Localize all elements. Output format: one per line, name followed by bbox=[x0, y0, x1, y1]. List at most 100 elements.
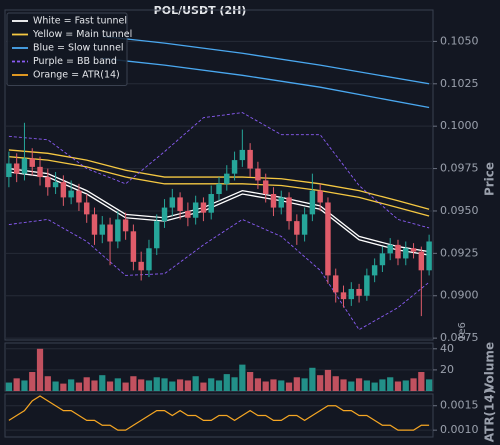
candle-body bbox=[247, 149, 253, 169]
candle-body bbox=[91, 214, 98, 235]
volume-bar bbox=[130, 376, 137, 391]
candle-body bbox=[255, 168, 261, 181]
volume-bar bbox=[371, 382, 378, 391]
candle-body bbox=[99, 224, 105, 235]
volume-bar bbox=[348, 381, 355, 391]
volume-bar bbox=[270, 379, 277, 391]
y-tick-label: 0.1025 bbox=[440, 77, 479, 90]
volume-bar bbox=[161, 378, 168, 391]
candle-body bbox=[426, 241, 432, 271]
legend-label: Purple = BB band bbox=[33, 56, 117, 67]
volume-bar bbox=[239, 364, 246, 391]
y-tick-label: 0.0975 bbox=[440, 162, 479, 175]
candle-body bbox=[154, 221, 160, 249]
candle-body bbox=[262, 180, 269, 195]
legend-label: Blue = Slow tunnel bbox=[33, 43, 124, 54]
candle-body bbox=[52, 182, 59, 188]
volume-bar bbox=[208, 378, 215, 391]
volume-bar bbox=[176, 379, 184, 391]
candle-body bbox=[239, 149, 246, 161]
volume-bar bbox=[5, 382, 13, 391]
volume-bar bbox=[75, 382, 83, 391]
volume-bar bbox=[262, 381, 269, 391]
y-tick-label: 0.0875 bbox=[440, 331, 479, 344]
volume-bar bbox=[192, 376, 199, 391]
volume-bar bbox=[52, 381, 59, 391]
volume-bar bbox=[293, 377, 300, 391]
volume-bar bbox=[247, 372, 254, 391]
panel-frame bbox=[4, 393, 434, 438]
volume-bar bbox=[106, 381, 114, 391]
legend-label: Yellow = Main tunnel bbox=[32, 29, 132, 40]
panel-frame bbox=[4, 9, 434, 341]
candle-body bbox=[216, 183, 222, 195]
candle-body bbox=[317, 190, 323, 203]
volume-bar bbox=[114, 378, 121, 391]
y-tick-label: 40 bbox=[440, 342, 454, 355]
volume-bar bbox=[44, 376, 51, 391]
volume-bar bbox=[340, 379, 347, 391]
candle-body bbox=[130, 231, 137, 262]
volume-bar bbox=[309, 367, 316, 391]
overlay-line bbox=[102, 57, 430, 109]
y-tick-label: 0.0900 bbox=[440, 289, 479, 302]
candle-body bbox=[418, 251, 425, 271]
candle-body bbox=[37, 166, 43, 178]
candle-body bbox=[348, 288, 355, 300]
candle-body bbox=[410, 248, 417, 252]
volume-bar bbox=[278, 380, 285, 391]
overlay-line bbox=[8, 112, 430, 229]
candle-body bbox=[122, 219, 129, 232]
volume-bar bbox=[410, 378, 417, 391]
volume-bar bbox=[99, 375, 106, 391]
candle-body bbox=[13, 163, 20, 174]
y-tick-label: 20 bbox=[440, 363, 454, 376]
volume-bar bbox=[387, 377, 394, 391]
candle-body bbox=[301, 214, 308, 235]
volume-bar bbox=[285, 382, 293, 391]
candle-body bbox=[379, 253, 386, 266]
y-tick-label: 0.0010 bbox=[440, 423, 479, 436]
candle-body bbox=[45, 177, 51, 188]
volume-bar bbox=[169, 381, 176, 391]
volume-bar bbox=[153, 377, 160, 391]
overlay-line bbox=[8, 149, 430, 210]
candle-body bbox=[68, 190, 74, 198]
volume-bar bbox=[21, 380, 28, 391]
overlay-line bbox=[8, 218, 430, 331]
candle-body bbox=[340, 292, 347, 300]
candle-body bbox=[294, 221, 300, 235]
candle-body bbox=[115, 219, 121, 242]
volume-bar bbox=[254, 378, 262, 391]
overlay-line bbox=[8, 156, 430, 217]
candle-body bbox=[371, 265, 378, 276]
offset-text: 1e6 bbox=[457, 322, 468, 341]
candle-body bbox=[224, 173, 230, 184]
candle-body bbox=[278, 197, 284, 208]
candle-body bbox=[138, 261, 144, 271]
volume-bar bbox=[355, 378, 363, 391]
y-tick-label: 0.1050 bbox=[440, 34, 479, 47]
y-axis-label: Price bbox=[483, 162, 497, 196]
candle-body bbox=[185, 210, 191, 218]
candle-body bbox=[76, 190, 82, 203]
volume-bar bbox=[324, 369, 332, 391]
candle-body bbox=[403, 248, 409, 259]
y-tick-label: 0.0925 bbox=[440, 246, 479, 259]
volume-bar bbox=[301, 378, 308, 391]
y-tick-label: 0.1000 bbox=[440, 119, 479, 132]
legend-box bbox=[6, 12, 128, 86]
candle-body bbox=[387, 244, 393, 254]
overlay-line bbox=[102, 35, 430, 85]
volume-bar bbox=[379, 379, 386, 391]
candle-body bbox=[60, 182, 67, 198]
volume-bar bbox=[425, 379, 433, 391]
legend-label: Orange = ATR(14) bbox=[33, 70, 120, 81]
volume-bar bbox=[184, 380, 191, 391]
candle-body bbox=[208, 194, 214, 213]
candle-body bbox=[192, 202, 199, 218]
volume-bar bbox=[402, 380, 409, 391]
candle-body bbox=[146, 248, 152, 271]
candle-body bbox=[29, 158, 35, 167]
candle-body bbox=[177, 197, 183, 211]
